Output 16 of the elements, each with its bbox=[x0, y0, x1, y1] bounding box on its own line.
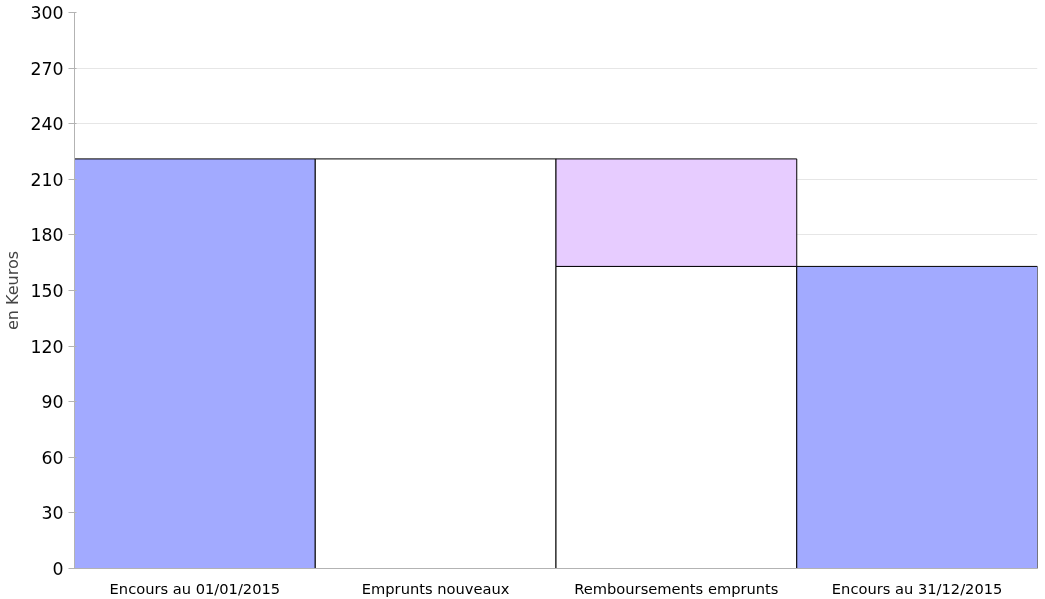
y-tick-label: 0 bbox=[52, 559, 64, 579]
y-tick-label: 120 bbox=[30, 336, 64, 357]
x-tick-label: Emprunts nouveaux bbox=[361, 579, 510, 597]
y-tick-label: 180 bbox=[30, 225, 64, 246]
y-tick-label: 300 bbox=[30, 3, 64, 23]
x-tick-label: Encours au 01/01/2015 bbox=[109, 579, 281, 597]
y-tick-label: 210 bbox=[30, 169, 64, 190]
y-tick-label: 150 bbox=[30, 281, 64, 301]
x-tick-label: Encours au 31/12/2015 bbox=[831, 579, 1003, 597]
y-tick-label: 90 bbox=[41, 392, 64, 413]
y-tick-label: 240 bbox=[30, 114, 64, 135]
y-axis-title: en Keuros bbox=[3, 250, 23, 331]
y-tick-label: 270 bbox=[30, 58, 64, 79]
y-tick-label: 30 bbox=[41, 503, 64, 524]
y-tick-label: 60 bbox=[41, 447, 64, 468]
x-tick-label: Remboursements emprunts bbox=[574, 579, 779, 597]
